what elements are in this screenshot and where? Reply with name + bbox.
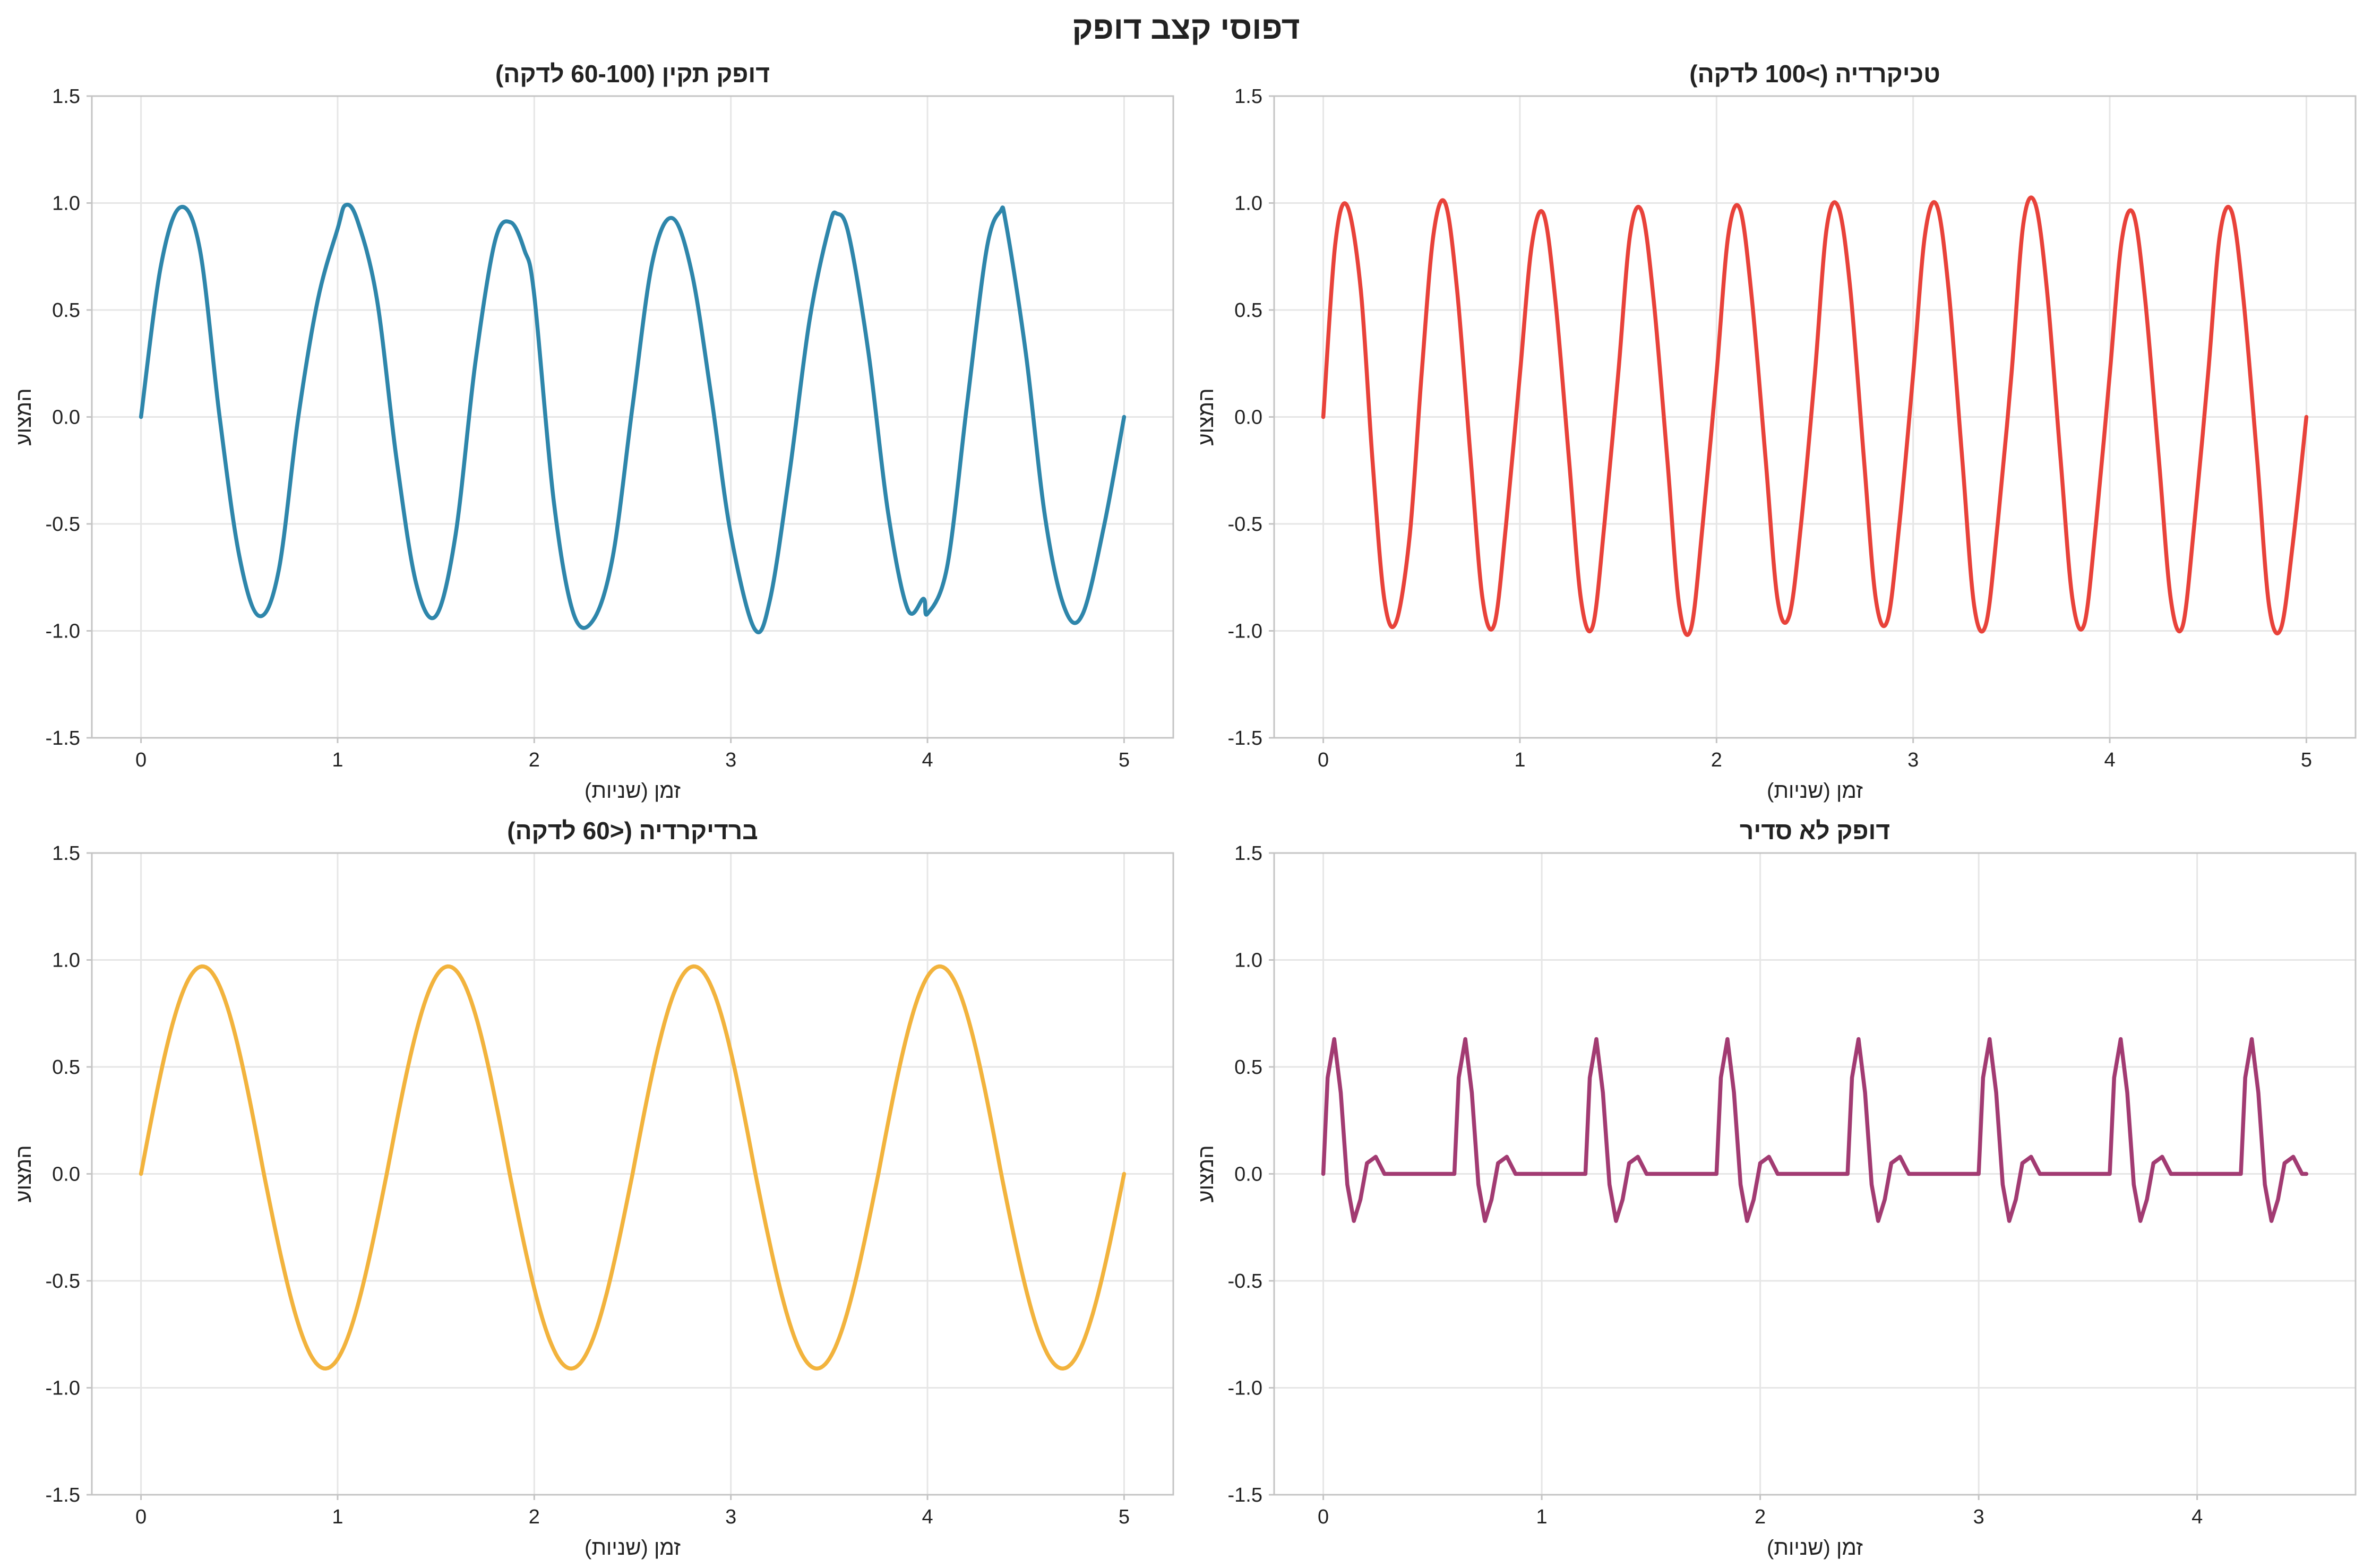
y-tick-label: -1.5 bbox=[46, 1484, 80, 1506]
x-tick-label: 0 bbox=[135, 749, 147, 771]
y-tick-label: 0.0 bbox=[52, 1164, 80, 1186]
x-tick-label: 5 bbox=[1119, 1506, 1130, 1528]
x-tick-label: 2 bbox=[529, 749, 540, 771]
y-axis-label: המצוע bbox=[1194, 1145, 1218, 1202]
x-tick-label: 3 bbox=[725, 1506, 736, 1528]
x-tick-label: 3 bbox=[1907, 749, 1919, 771]
chart-title: דופק תקין (60-100 לדקה) bbox=[495, 60, 770, 88]
y-tick-label: 1.0 bbox=[1234, 950, 1262, 972]
plot-frame bbox=[91, 852, 1174, 1496]
y-tick-label: 1.0 bbox=[52, 193, 80, 215]
series-line bbox=[139, 202, 1127, 634]
y-tick-label: 1.5 bbox=[1234, 85, 1262, 108]
y-axis-label: המצוע bbox=[1194, 388, 1218, 445]
x-tick-label: 4 bbox=[922, 1506, 933, 1528]
x-tick-label: 5 bbox=[2301, 749, 2312, 771]
y-tick-label: 0.5 bbox=[1234, 1056, 1262, 1079]
y-tick-label: -1.5 bbox=[46, 727, 80, 749]
y-tick-label: -0.5 bbox=[1228, 1270, 1262, 1293]
y-tick-label: 1.0 bbox=[1234, 193, 1262, 215]
series-line bbox=[1321, 195, 2309, 637]
y-tick-label: 1.5 bbox=[52, 85, 80, 108]
y-tick-label: -0.5 bbox=[46, 513, 80, 536]
x-axis-label: זמן (שניות) bbox=[1767, 779, 1863, 803]
y-axis-label: המצוע bbox=[12, 1145, 36, 1202]
x-tick-label: 4 bbox=[2191, 1506, 2203, 1528]
y-tick-label: -1.5 bbox=[1228, 1484, 1262, 1506]
y-tick-label: -1.0 bbox=[46, 1377, 80, 1400]
x-tick-label: 4 bbox=[2104, 749, 2115, 771]
x-tick-label: 0 bbox=[135, 1506, 147, 1528]
x-tick-label: 0 bbox=[1318, 749, 1329, 771]
y-tick-label: -0.5 bbox=[1228, 513, 1262, 536]
y-tick-label: 1.0 bbox=[52, 950, 80, 972]
x-tick-label: 2 bbox=[1711, 749, 1722, 771]
x-tick-label: 1 bbox=[1514, 749, 1525, 771]
y-tick-label: -1.0 bbox=[46, 621, 80, 643]
plot-frame bbox=[1273, 852, 2357, 1496]
x-tick-label: 2 bbox=[1755, 1506, 1766, 1528]
y-tick-label: -1.0 bbox=[1228, 1377, 1262, 1400]
x-axis-label: זמן (שניות) bbox=[585, 1536, 681, 1560]
y-tick-label: 1.5 bbox=[1234, 842, 1262, 865]
x-tick-label: 2 bbox=[529, 1506, 540, 1528]
figure-title: דפוסי קצב דופק bbox=[1072, 10, 1300, 46]
series-line bbox=[139, 964, 1127, 1371]
x-tick-label: 0 bbox=[1318, 1506, 1329, 1528]
x-tick-label: 1 bbox=[332, 1506, 343, 1528]
plot-frame bbox=[91, 95, 1174, 739]
y-tick-label: 0.0 bbox=[1234, 407, 1262, 429]
x-tick-label: 4 bbox=[922, 749, 933, 771]
x-tick-label: 3 bbox=[725, 749, 736, 771]
plot-frame bbox=[1273, 95, 2357, 739]
x-tick-label: 3 bbox=[1973, 1506, 1984, 1528]
x-tick-label: 5 bbox=[1119, 749, 1130, 771]
y-tick-label: 0.0 bbox=[1234, 1164, 1262, 1186]
y-tick-label: 0.0 bbox=[52, 407, 80, 429]
y-tick-label: 0.5 bbox=[52, 1056, 80, 1079]
y-tick-label: -0.5 bbox=[46, 1270, 80, 1293]
x-axis-label: זמן (שניות) bbox=[1767, 1536, 1863, 1560]
chart-panel-1: -1.5 -1.0 -0.5 0.0 0.5 1.0 1.5 0 1 2 3 4 5 דופק תקין … bbox=[12, 60, 1174, 803]
chart-panel-4: -1.5 -1.0 -0.5 0.0 0.5 1.0 1.5 0 1 2 3 4 דופק לא סדי… bbox=[1194, 817, 2357, 1560]
y-tick-label: -1.5 bbox=[1228, 727, 1262, 749]
y-tick-label: -1.0 bbox=[1228, 621, 1262, 643]
x-axis-label: זמן (שניות) bbox=[585, 779, 681, 803]
chart-panel-2: -1.5 -1.0 -0.5 0.0 0.5 1.0 1.5 0 1 2 3 4 5 טכיקרדיה (… bbox=[1194, 60, 2357, 803]
y-tick-label: 1.5 bbox=[52, 842, 80, 865]
x-tick-label: 1 bbox=[332, 749, 343, 771]
y-axis-label: המצוע bbox=[12, 388, 36, 445]
y-tick-label: 0.5 bbox=[1234, 299, 1262, 322]
y-tick-label: 0.5 bbox=[52, 299, 80, 322]
series-line bbox=[1321, 1037, 2309, 1223]
chart-title: דופק לא סדיר bbox=[1740, 817, 1890, 845]
chart-title: ברדיקרדיה (<60 לדקה) bbox=[507, 817, 758, 845]
x-tick-label: 1 bbox=[1536, 1506, 1548, 1528]
chart-title: טכיקרדיה (>100 לדקה) bbox=[1689, 60, 1940, 88]
chart-panel-3: -1.5 -1.0 -0.5 0.0 0.5 1.0 1.5 0 1 2 3 4 5 ברדיקרדיה … bbox=[12, 817, 1174, 1560]
